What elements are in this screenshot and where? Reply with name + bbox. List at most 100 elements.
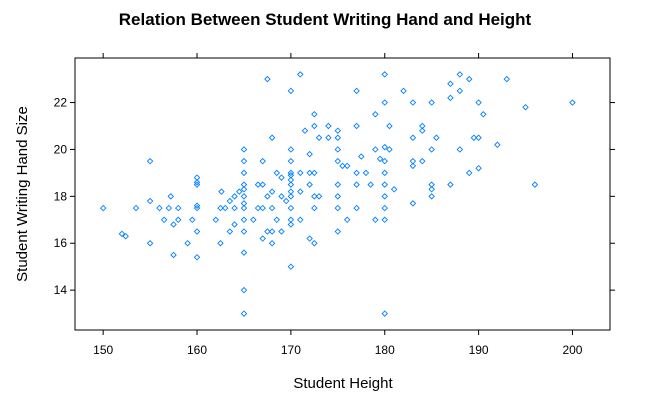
data-point — [122, 232, 129, 240]
data-point — [175, 204, 182, 212]
data-point — [311, 169, 318, 177]
data-point — [301, 127, 309, 134]
data-point — [287, 87, 295, 95]
data-point — [170, 251, 177, 259]
x-tick-label: 190 — [469, 343, 489, 357]
data-point — [311, 240, 318, 247]
data-point — [456, 71, 464, 78]
data-point — [226, 197, 234, 205]
data-point — [193, 204, 201, 212]
data-point — [287, 181, 295, 188]
data-point — [193, 179, 201, 186]
data-point — [287, 193, 295, 200]
data-point — [240, 204, 248, 212]
data-point — [470, 134, 478, 141]
data-point — [278, 193, 285, 200]
data-point — [189, 216, 196, 224]
data-point — [480, 111, 487, 118]
data-point — [146, 157, 154, 165]
data-point — [240, 146, 248, 153]
data-point — [175, 216, 182, 224]
x-tick-label: 180 — [375, 343, 395, 357]
data-point — [386, 122, 393, 130]
data-point — [193, 202, 201, 209]
data-point — [287, 169, 295, 177]
data-point — [306, 169, 313, 177]
data-point — [297, 216, 304, 224]
data-point — [165, 204, 173, 212]
data-point — [297, 71, 304, 78]
data-point — [264, 228, 271, 235]
data-point — [287, 221, 295, 228]
data-point — [353, 181, 360, 188]
data-point — [465, 169, 473, 177]
data-point — [221, 204, 229, 212]
data-point — [193, 254, 201, 261]
y-axis: 14 16 18 20 22 — [54, 96, 615, 297]
data-point — [278, 228, 285, 235]
data-point — [170, 221, 177, 228]
data-point — [353, 204, 360, 212]
data-point — [381, 71, 388, 78]
data-point — [268, 240, 276, 247]
x-axis-label: Student Height — [293, 375, 393, 392]
data-point — [419, 127, 426, 134]
data-point — [522, 104, 529, 111]
data-point — [259, 235, 266, 242]
data-point — [259, 181, 266, 188]
data-point — [447, 80, 454, 88]
data-point — [315, 134, 323, 141]
data-point — [264, 193, 271, 200]
data-point — [254, 204, 262, 212]
data-point — [146, 240, 154, 247]
data-point — [447, 94, 454, 102]
data-point — [231, 204, 238, 212]
data-point — [132, 204, 140, 212]
data-point — [428, 193, 435, 200]
data-point — [362, 169, 370, 177]
y-axis-label: Student Writing Hand Size — [14, 106, 31, 282]
data-point — [503, 75, 510, 83]
data-points — [99, 71, 576, 317]
data-point — [146, 197, 154, 205]
data-point — [160, 216, 168, 224]
data-point — [334, 181, 342, 188]
data-point — [268, 188, 276, 195]
data-point — [400, 87, 407, 95]
data-point — [306, 181, 313, 188]
data-point — [494, 141, 501, 148]
data-point — [273, 169, 281, 177]
data-point — [569, 99, 576, 106]
data-point — [334, 228, 342, 235]
data-point — [465, 75, 473, 83]
data-point — [381, 216, 388, 224]
data-point — [311, 111, 318, 118]
y-tick-label: 14 — [54, 283, 68, 297]
data-point — [456, 146, 464, 153]
data-point — [99, 204, 107, 212]
data-point — [240, 286, 248, 294]
data-point — [381, 204, 388, 212]
data-point — [118, 230, 126, 238]
data-point — [287, 157, 295, 165]
data-point — [311, 204, 318, 212]
data-point — [456, 87, 464, 95]
data-point — [358, 153, 365, 160]
data-point — [381, 193, 388, 200]
data-point — [297, 169, 304, 177]
x-tick-label: 170 — [281, 343, 301, 357]
x-tick-label: 200 — [562, 343, 582, 357]
data-point — [334, 193, 342, 200]
data-point — [184, 240, 191, 247]
y-tick-label: 22 — [54, 96, 68, 110]
data-point — [297, 188, 304, 195]
data-point — [433, 134, 440, 141]
data-point — [428, 186, 435, 193]
data-point — [353, 87, 360, 95]
data-point — [240, 186, 248, 193]
data-point — [381, 157, 388, 165]
data-point — [156, 204, 163, 212]
x-axis: 150 160 170 180 190 200 — [93, 53, 583, 357]
data-point — [339, 162, 346, 170]
